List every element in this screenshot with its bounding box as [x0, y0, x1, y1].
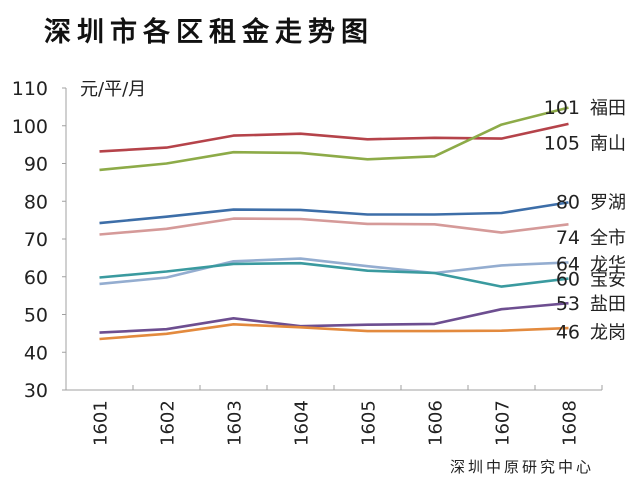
series-line-宝安	[99, 261, 569, 288]
x-tick-label: 1603	[225, 400, 246, 446]
series-name-label: 南山	[590, 134, 626, 155]
series-line-罗湖	[99, 201, 569, 225]
series-name-label: 全市	[590, 228, 626, 249]
series-line-盐田	[99, 301, 569, 334]
y-tick-label: 60	[24, 267, 48, 289]
y-tick-label: 50	[24, 305, 48, 327]
series-line-全市	[99, 217, 569, 236]
y-axis-unit-label: 元/平/月	[80, 79, 146, 100]
x-tick-label: 1601	[91, 400, 112, 446]
series-name-label: 龙华	[590, 255, 626, 276]
chart-title: 深圳市各区租金走势图	[44, 17, 374, 48]
series-name-label: 福田	[590, 98, 626, 119]
y-tick-label: 70	[24, 229, 48, 251]
end-value-label: 105	[544, 133, 580, 155]
y-tick-label: 110	[12, 78, 48, 100]
end-labels: 101 福田 105 南山 80 罗湖 74 全市 64 龙华 60 宝安 53 盐田 46 龙岗	[544, 97, 626, 344]
end-value-label: 60	[556, 269, 580, 291]
series-line-福田	[99, 122, 569, 153]
series-name-label: 罗湖	[590, 192, 626, 213]
series-line-南山	[99, 106, 569, 172]
y-tick-label: 100	[12, 116, 48, 138]
y-tick-label: 90	[24, 154, 48, 176]
series-name-label: 宝安	[590, 270, 626, 291]
end-value-label: 53	[556, 293, 580, 315]
x-tick-label: 1607	[493, 400, 514, 446]
source-note: 深圳中原研究中心	[450, 458, 595, 476]
series-line-龙华	[99, 257, 569, 286]
series-lines	[99, 106, 569, 341]
x-tick-label: 1608	[560, 400, 581, 446]
series-name-label: 盐田	[590, 294, 626, 315]
end-value-label: 46	[556, 321, 580, 343]
x-tick-label: 1605	[359, 400, 380, 446]
end-value-label: 80	[556, 191, 580, 213]
series-line-龙岗	[99, 322, 569, 341]
x-tick-label: 1606	[426, 400, 447, 446]
axes: 30 40 50 60 70 80 90 100 110 1601 1602 1603 1604 1605…	[12, 78, 603, 446]
series-name-label: 龙岗	[590, 322, 626, 343]
y-tick-label: 40	[24, 342, 48, 364]
end-value-label: 74	[556, 227, 580, 249]
y-tick-label: 80	[24, 191, 48, 213]
y-tick-label: 30	[24, 380, 48, 402]
end-value-label: 64	[556, 254, 580, 276]
end-value-label: 101	[544, 97, 580, 119]
x-tick-label: 1602	[158, 400, 179, 446]
x-tick-label: 1604	[292, 400, 313, 446]
